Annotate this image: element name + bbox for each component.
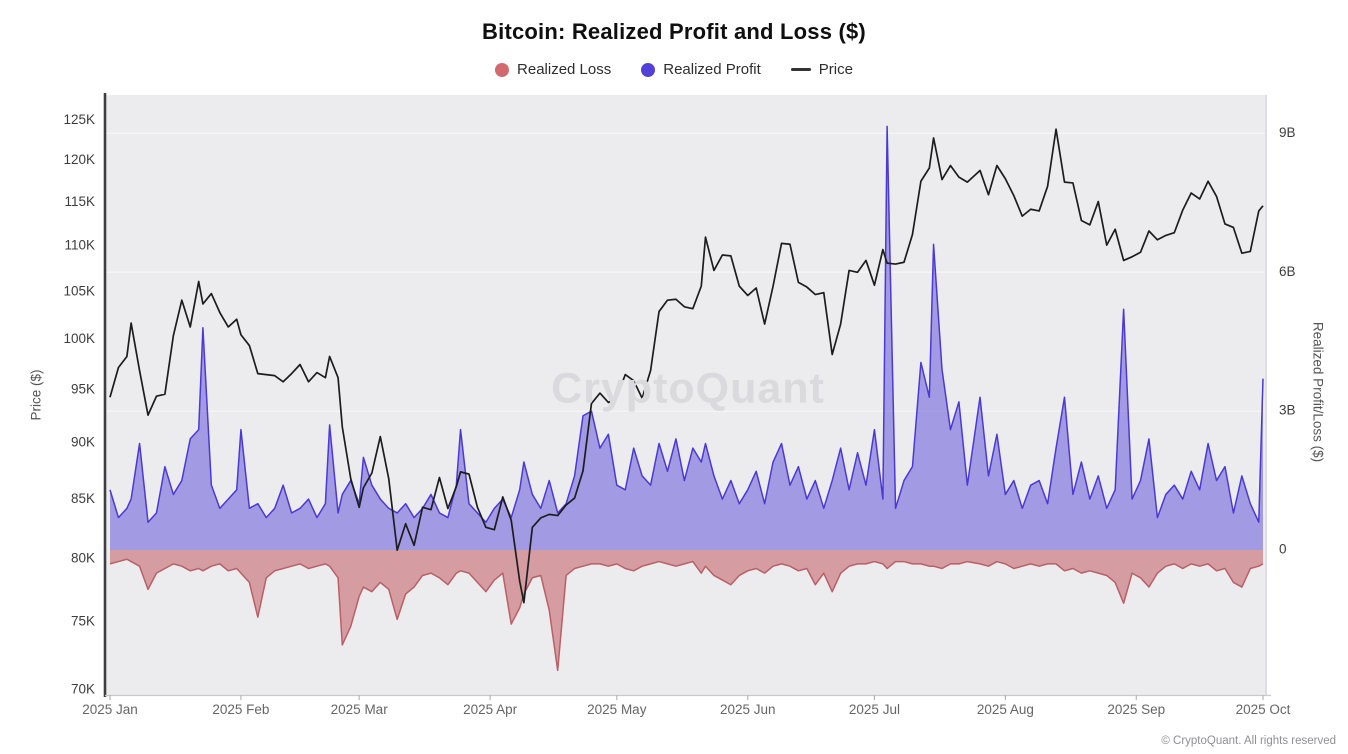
pl-tick-label: 6B bbox=[1279, 264, 1296, 279]
legend-item-realized-loss[interactable]: Realized Loss bbox=[495, 61, 611, 78]
price-tick-label: 70K bbox=[71, 681, 95, 696]
pl-tick-label: 9B bbox=[1279, 125, 1296, 140]
price-tick-label: 95K bbox=[71, 382, 95, 397]
chart-legend: Realized Loss Realized Profit Price bbox=[0, 61, 1348, 78]
legend-label-realized-loss: Realized Loss bbox=[517, 61, 612, 78]
month-label: 2025 May bbox=[587, 702, 647, 717]
realized-profit-line bbox=[109, 125, 1264, 523]
left-axis-title: Price ($) bbox=[28, 369, 44, 421]
realized-loss-area bbox=[110, 550, 1263, 671]
price-line bbox=[109, 128, 1264, 604]
price-tick-label: 125K bbox=[63, 112, 95, 127]
chart-title: Bitcoin: Realized Profit and Loss ($) bbox=[482, 19, 866, 44]
pl-tick-label: 3B bbox=[1279, 403, 1296, 418]
legend-item-price[interactable]: Price bbox=[790, 61, 853, 78]
right-axis-title: Realized Profit/Loss ($) bbox=[1310, 321, 1326, 463]
legend-label-price: Price bbox=[818, 61, 853, 78]
month-label: 2025 Jan bbox=[82, 702, 138, 717]
copyright-notice: © CryptoQuant. All rights reserved bbox=[1161, 735, 1336, 747]
price-tick-label: 120K bbox=[63, 152, 95, 167]
month-label: 2025 Mar bbox=[331, 702, 389, 717]
price-tick-label: 80K bbox=[71, 550, 95, 565]
price-tick-label: 90K bbox=[71, 435, 95, 450]
month-label: 2025 Feb bbox=[212, 702, 269, 717]
price-tick-label: 115K bbox=[64, 194, 95, 209]
month-label: 2025 Oct bbox=[1236, 702, 1291, 717]
month-label: 2025 Jun bbox=[720, 702, 776, 717]
legend-label-realized-profit: Realized Profit bbox=[663, 61, 761, 78]
month-label: 2025 Aug bbox=[977, 702, 1034, 717]
month-label: 2025 Apr bbox=[463, 702, 518, 717]
price-tick-label: 75K bbox=[71, 614, 95, 629]
realized-profit-area bbox=[110, 126, 1263, 550]
price-tick-label: 105K bbox=[63, 283, 95, 298]
legend-item-realized-profit[interactable]: Realized Profit bbox=[641, 61, 761, 78]
month-label: 2025 Jul bbox=[849, 702, 900, 717]
pl-tick-label: 0 bbox=[1279, 542, 1287, 557]
plot-area[interactable] bbox=[105, 95, 1265, 695]
price-tick-label: 100K bbox=[63, 331, 95, 346]
realized-loss-dot-icon bbox=[495, 62, 510, 77]
price-dash-icon bbox=[790, 68, 811, 71]
month-label: 2025 Sep bbox=[1107, 702, 1165, 717]
realized-loss-line bbox=[109, 558, 1264, 672]
price-tick-label: 85K bbox=[71, 491, 95, 506]
price-tick-label: 110K bbox=[64, 238, 95, 253]
realized-profit-dot-icon bbox=[641, 62, 656, 77]
